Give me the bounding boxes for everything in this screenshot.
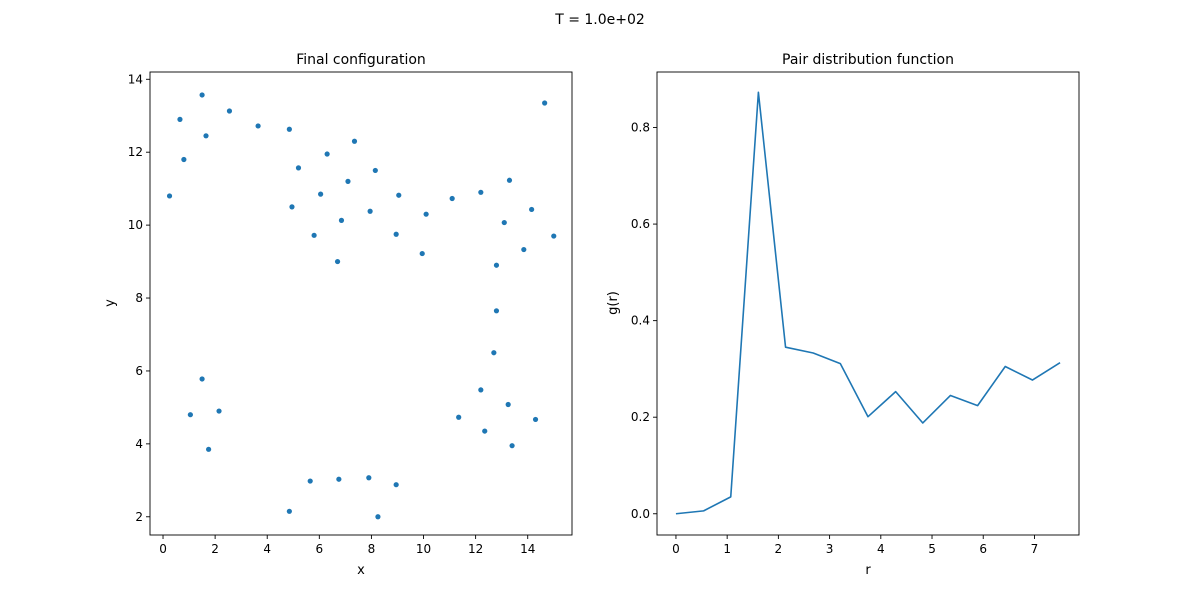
- scatter-point: [372, 167, 378, 174]
- x-tick-label: 14: [520, 542, 535, 556]
- scatter-y-ticks: 2 4 6 8 10 12 14: [128, 72, 150, 524]
- x-tick-label: 1: [723, 542, 731, 556]
- scatter-point: [203, 133, 209, 139]
- scatter-point: [286, 508, 292, 514]
- scatter-point: [311, 232, 317, 238]
- gr-title: Pair distribution function: [782, 52, 954, 68]
- scatter-point: [199, 376, 205, 382]
- scatter-point: [345, 178, 351, 184]
- x-tick-label: 7: [1031, 542, 1039, 556]
- y-tick-label: 0.0: [631, 507, 650, 521]
- scatter-point: [255, 123, 261, 129]
- scatter-point: [334, 258, 341, 265]
- x-tick-label: 12: [468, 542, 483, 556]
- y-tick-label: 0.8: [631, 121, 650, 135]
- gr-axes-frame: [656, 71, 1080, 536]
- y-tick-label: 10: [128, 218, 143, 232]
- scatter-point: [206, 446, 212, 452]
- scatter-point: [318, 191, 324, 197]
- scatter-point: [166, 193, 173, 199]
- scatter-point: [226, 108, 233, 114]
- x-tick-label: 8: [368, 542, 376, 556]
- scatter-point: [366, 475, 372, 481]
- scatter-plot-area: [166, 92, 557, 520]
- scatter-point: [375, 514, 381, 520]
- scatter-point: [521, 246, 527, 253]
- y-tick-label: 12: [128, 145, 143, 159]
- x-tick-label: 2: [775, 542, 783, 556]
- scatter-point: [456, 414, 462, 420]
- scatter-point: [338, 217, 345, 223]
- scatter-point: [478, 189, 484, 195]
- scatter-point: [181, 156, 187, 163]
- x-tick-label: 2: [211, 542, 219, 556]
- scatter-point: [493, 262, 500, 268]
- scatter-point: [542, 100, 548, 106]
- scatter-point: [177, 116, 183, 122]
- scatter-point: [423, 211, 429, 217]
- y-tick-label: 4: [135, 437, 143, 451]
- scatter-point: [393, 482, 399, 488]
- y-tick-label: 0.2: [631, 410, 650, 424]
- x-tick-label: 6: [316, 542, 324, 556]
- scatter-point: [505, 401, 511, 408]
- y-tick-label: 2: [135, 510, 143, 524]
- y-tick-label: 0.6: [631, 217, 650, 231]
- scatter-x-ticks: 0 2 4 6 8 10 12 14: [159, 535, 535, 556]
- x-tick-label: 4: [263, 542, 271, 556]
- x-tick-label: 4: [877, 542, 885, 556]
- scatter-point: [493, 308, 500, 314]
- gr-line: [675, 91, 1061, 515]
- y-tick-label: 6: [135, 364, 143, 378]
- scatter-point: [532, 416, 539, 423]
- scatter-point: [482, 428, 488, 434]
- gr-y-ticks: 0.0 0.2 0.4 0.6 0.8: [631, 121, 657, 521]
- scatter-axes-frame: [149, 71, 573, 536]
- scatter-point: [286, 126, 292, 132]
- scatter-point: [199, 92, 205, 98]
- gr-xlabel: r: [865, 563, 871, 578]
- scatter-point: [367, 208, 373, 214]
- scatter-point: [529, 206, 535, 213]
- x-tick-label: 10: [416, 542, 431, 556]
- x-tick-label: 0: [159, 542, 167, 556]
- y-tick-label: 0.4: [631, 314, 650, 328]
- scatter-title: Final configuration: [296, 52, 426, 68]
- scatter-point: [491, 350, 497, 356]
- scatter-point: [307, 478, 313, 484]
- y-tick-label: 8: [135, 291, 143, 305]
- x-tick-label: 5: [928, 542, 936, 556]
- scatter-point: [336, 476, 342, 482]
- scatter-ylabel: y: [103, 299, 118, 307]
- scatter-point: [351, 138, 358, 144]
- gr-x-ticks: 0 1 2 3 4 5 6 7: [672, 535, 1038, 556]
- x-tick-label: 3: [826, 542, 834, 556]
- y-tick-label: 14: [128, 72, 143, 86]
- scatter-xlabel: x: [357, 563, 365, 578]
- scatter-point: [393, 231, 399, 237]
- scatter-point: [509, 443, 515, 449]
- scatter-point: [396, 192, 402, 198]
- scatter-point: [216, 408, 222, 414]
- scatter-point: [501, 219, 507, 226]
- scatter-point: [289, 204, 295, 210]
- scatter-panel: Final configuration 0 2 4 6 8 10 12 14 2 4 6 8 10 12…: [103, 52, 573, 578]
- scatter-point: [187, 412, 193, 418]
- figure-suptitle: T = 1.0e+02: [554, 12, 645, 28]
- scatter-point: [551, 233, 557, 239]
- scatter-point: [295, 165, 302, 171]
- x-tick-label: 0: [672, 542, 680, 556]
- scatter-point: [478, 387, 484, 393]
- gr-ylabel: g(r): [606, 291, 621, 315]
- scatter-point: [324, 151, 330, 157]
- gr-plot-area: [675, 91, 1061, 515]
- scatter-point: [449, 195, 455, 202]
- scatter-point: [506, 177, 513, 183]
- scatter-point: [419, 250, 425, 257]
- x-tick-label: 6: [979, 542, 987, 556]
